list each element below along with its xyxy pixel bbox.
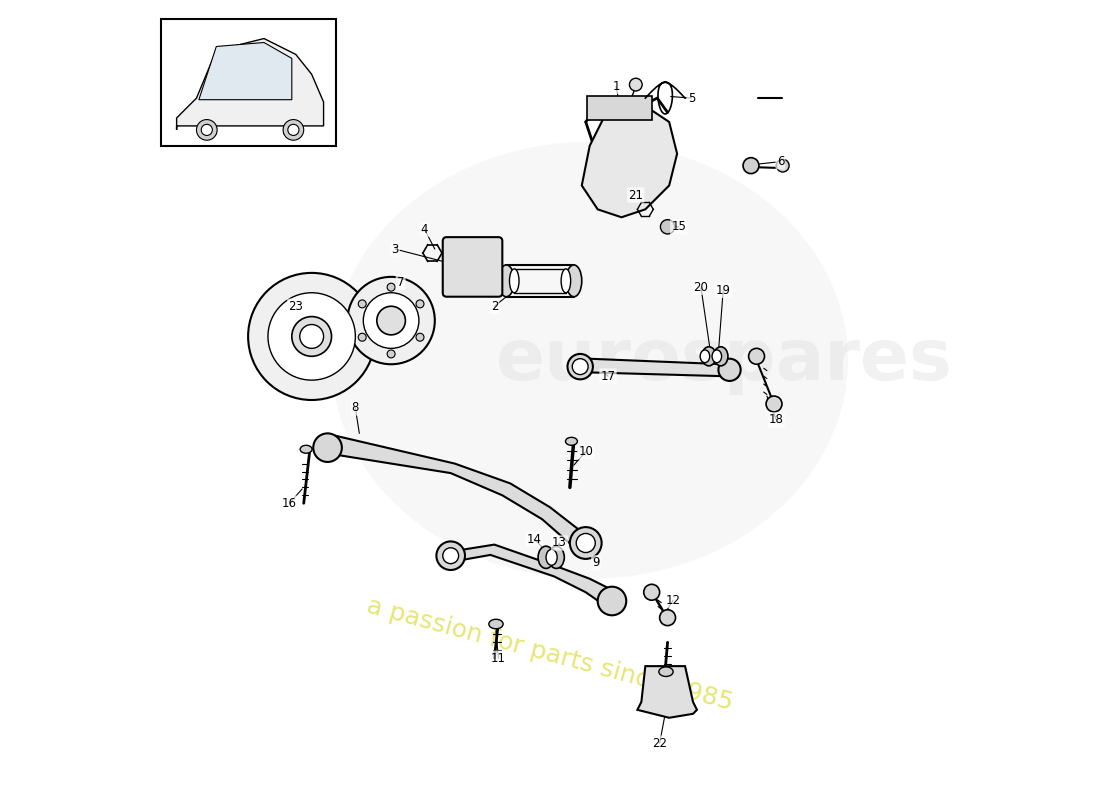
FancyBboxPatch shape bbox=[587, 96, 651, 120]
Circle shape bbox=[288, 124, 299, 135]
Text: 1: 1 bbox=[613, 80, 619, 93]
Ellipse shape bbox=[488, 619, 503, 629]
Circle shape bbox=[279, 311, 290, 322]
Circle shape bbox=[766, 396, 782, 412]
Ellipse shape bbox=[565, 265, 582, 297]
Text: 8: 8 bbox=[352, 402, 359, 414]
PathPatch shape bbox=[328, 436, 594, 553]
Circle shape bbox=[249, 273, 375, 400]
Circle shape bbox=[416, 300, 424, 308]
Circle shape bbox=[568, 354, 593, 379]
Ellipse shape bbox=[546, 550, 558, 566]
Text: 21: 21 bbox=[628, 189, 643, 202]
Ellipse shape bbox=[714, 346, 728, 366]
Ellipse shape bbox=[712, 350, 722, 362]
Text: 7: 7 bbox=[397, 276, 405, 289]
Circle shape bbox=[570, 527, 602, 559]
Text: 16: 16 bbox=[282, 497, 297, 510]
Circle shape bbox=[340, 331, 351, 342]
Ellipse shape bbox=[561, 269, 571, 293]
Text: 2: 2 bbox=[491, 300, 498, 313]
Text: 13: 13 bbox=[552, 537, 567, 550]
Circle shape bbox=[597, 586, 626, 615]
Circle shape bbox=[777, 159, 789, 172]
Text: 19: 19 bbox=[716, 284, 730, 297]
Circle shape bbox=[387, 283, 395, 291]
Text: 22: 22 bbox=[652, 737, 667, 750]
Ellipse shape bbox=[659, 667, 673, 677]
Circle shape bbox=[660, 610, 675, 626]
Circle shape bbox=[718, 358, 740, 381]
Text: 10: 10 bbox=[579, 445, 593, 458]
Circle shape bbox=[484, 278, 494, 287]
Text: 5: 5 bbox=[688, 92, 695, 105]
Text: eurospares: eurospares bbox=[496, 326, 954, 394]
Ellipse shape bbox=[498, 265, 515, 297]
Circle shape bbox=[437, 542, 465, 570]
Circle shape bbox=[576, 534, 595, 553]
Circle shape bbox=[749, 348, 764, 364]
FancyBboxPatch shape bbox=[161, 18, 336, 146]
Circle shape bbox=[283, 119, 304, 140]
Ellipse shape bbox=[538, 546, 554, 569]
Circle shape bbox=[451, 278, 461, 287]
Text: 14: 14 bbox=[527, 533, 541, 546]
Text: 20: 20 bbox=[693, 281, 708, 294]
Ellipse shape bbox=[549, 546, 564, 569]
FancyBboxPatch shape bbox=[442, 237, 503, 297]
Circle shape bbox=[359, 300, 366, 308]
Circle shape bbox=[451, 245, 461, 254]
Circle shape bbox=[744, 158, 759, 174]
Text: 11: 11 bbox=[491, 652, 506, 665]
Text: 17: 17 bbox=[601, 370, 616, 382]
Text: 9: 9 bbox=[592, 556, 600, 570]
Circle shape bbox=[572, 358, 588, 374]
Ellipse shape bbox=[300, 446, 312, 454]
PathPatch shape bbox=[582, 106, 678, 218]
Circle shape bbox=[279, 350, 290, 362]
Circle shape bbox=[363, 293, 419, 348]
Circle shape bbox=[292, 317, 331, 356]
Circle shape bbox=[660, 220, 674, 234]
Circle shape bbox=[629, 78, 642, 91]
Ellipse shape bbox=[565, 438, 578, 446]
Circle shape bbox=[300, 325, 323, 348]
Ellipse shape bbox=[701, 350, 710, 362]
Text: 3: 3 bbox=[392, 242, 399, 255]
Circle shape bbox=[442, 548, 459, 564]
Text: 12: 12 bbox=[666, 594, 681, 606]
Circle shape bbox=[268, 293, 355, 380]
PathPatch shape bbox=[199, 42, 292, 100]
Circle shape bbox=[644, 584, 660, 600]
Text: a passion for parts since 1985: a passion for parts since 1985 bbox=[364, 594, 736, 714]
Circle shape bbox=[484, 245, 494, 254]
Circle shape bbox=[377, 306, 406, 335]
PathPatch shape bbox=[637, 666, 697, 718]
Text: 4: 4 bbox=[420, 222, 428, 236]
Text: 6: 6 bbox=[777, 155, 784, 168]
Circle shape bbox=[387, 350, 395, 358]
Text: 15: 15 bbox=[671, 220, 686, 234]
Circle shape bbox=[197, 119, 217, 140]
PathPatch shape bbox=[580, 358, 728, 376]
Text: 23: 23 bbox=[288, 300, 304, 313]
Text: 18: 18 bbox=[769, 414, 784, 426]
Ellipse shape bbox=[702, 346, 716, 366]
PathPatch shape bbox=[454, 545, 617, 606]
Circle shape bbox=[348, 277, 435, 364]
Circle shape bbox=[416, 334, 424, 342]
Circle shape bbox=[317, 299, 328, 310]
Circle shape bbox=[314, 434, 342, 462]
Circle shape bbox=[201, 124, 212, 135]
Circle shape bbox=[317, 362, 328, 374]
PathPatch shape bbox=[177, 38, 323, 134]
Ellipse shape bbox=[509, 269, 519, 293]
Circle shape bbox=[359, 334, 366, 342]
Ellipse shape bbox=[331, 142, 848, 578]
